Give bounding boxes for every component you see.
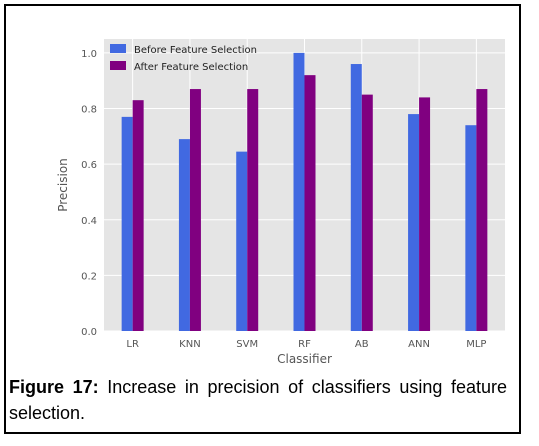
bar-before-rf [293,52,305,332]
bar-before-ann [408,114,420,331]
figure-caption: Figure 17: Increase in precision of clas… [9,374,507,428]
y-axis-ticks: 0.0 0.2 0.4 0.6 0.8 1.0 [81,49,97,338]
bar-before-ab [350,64,362,332]
x-tick-label: RF [298,339,311,350]
legend: Before Feature Selection After Feature Se… [110,44,257,73]
bar-before-knn [178,139,190,331]
y-tick-label: 0.6 [81,160,97,171]
x-axis-ticks: LR KNN SVM RF AB ANN MLP [126,339,486,350]
x-tick-label: MLP [466,339,486,350]
legend-swatch [110,44,126,53]
y-tick-label: 0.8 [81,105,97,116]
x-tick-label: ANN [408,339,430,350]
bar-after-svm [247,89,259,331]
caption-label: Figure 17: [9,377,99,397]
bar-before-svm [236,151,248,331]
x-tick-label: LR [126,339,139,350]
x-tick-label: AB [355,339,369,350]
x-axis-label: Classifier [277,352,332,366]
legend-label: Before Feature Selection [134,45,257,56]
x-tick-label: KNN [179,339,201,350]
legend-swatch [110,61,126,70]
bar-after-rf [304,75,316,332]
x-tick-label: SVM [236,339,258,350]
bar-after-knn [189,89,201,331]
bar-after-ann [419,97,431,332]
bar-after-ab [361,94,373,331]
y-tick-label: 0.2 [81,271,97,282]
bar-before-mlp [465,125,477,331]
y-tick-label: 0.4 [81,216,97,227]
legend-label: After Feature Selection [134,62,248,73]
y-axis-label: Precision [56,158,70,212]
bars [121,52,488,332]
bar-after-lr [132,100,144,331]
y-tick-label: 1.0 [81,49,97,60]
y-tick-label: 0.0 [81,327,97,338]
bar-after-mlp [476,89,488,331]
caption-text: Increase in precision of classifiers usi… [9,377,507,423]
bar-before-lr [121,116,133,331]
